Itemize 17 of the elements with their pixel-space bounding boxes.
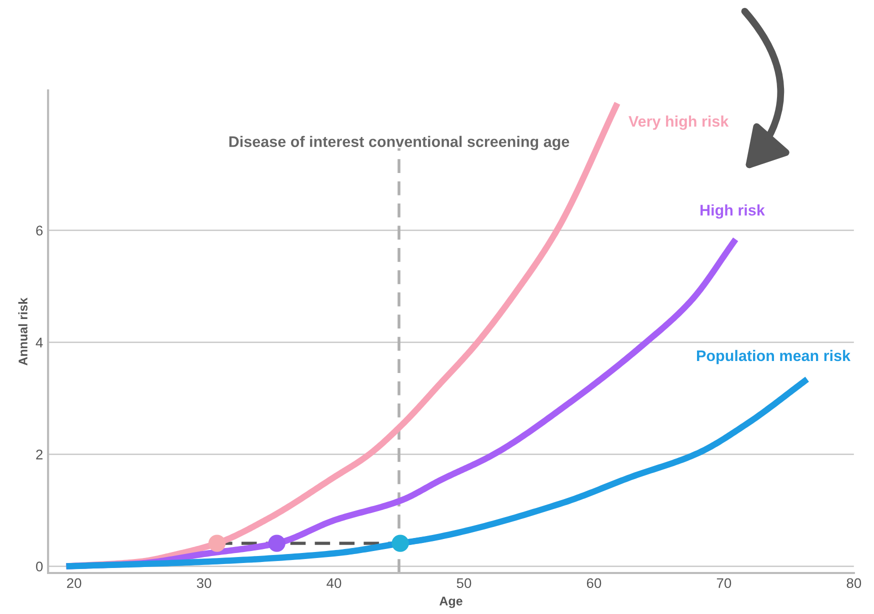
x-tick-label: 70	[716, 578, 732, 588]
x-tick-label: 50	[456, 578, 472, 588]
y-tick-label: 0	[36, 562, 43, 572]
y-tick-label: 2	[36, 450, 43, 460]
x-tick-label: 80	[846, 578, 862, 588]
text: Population mean risk	[697, 350, 851, 364]
x-tick-label: 20	[67, 578, 82, 588]
x-axis-title: Age	[439, 596, 462, 608]
series-label: Very high risk	[628, 116, 729, 130]
y-axis-title: Annual risk	[18, 298, 28, 366]
y-tick-label: 4	[36, 338, 43, 348]
y-tick-label: 6	[36, 226, 43, 236]
x-tick-label: 30	[196, 578, 212, 588]
x-tick-label: 40	[326, 578, 342, 588]
ref-line-label: Disease of interest conventional screening age	[229, 136, 570, 150]
x-tick-label: 60	[586, 578, 602, 588]
series-label: High risk	[700, 204, 765, 219]
